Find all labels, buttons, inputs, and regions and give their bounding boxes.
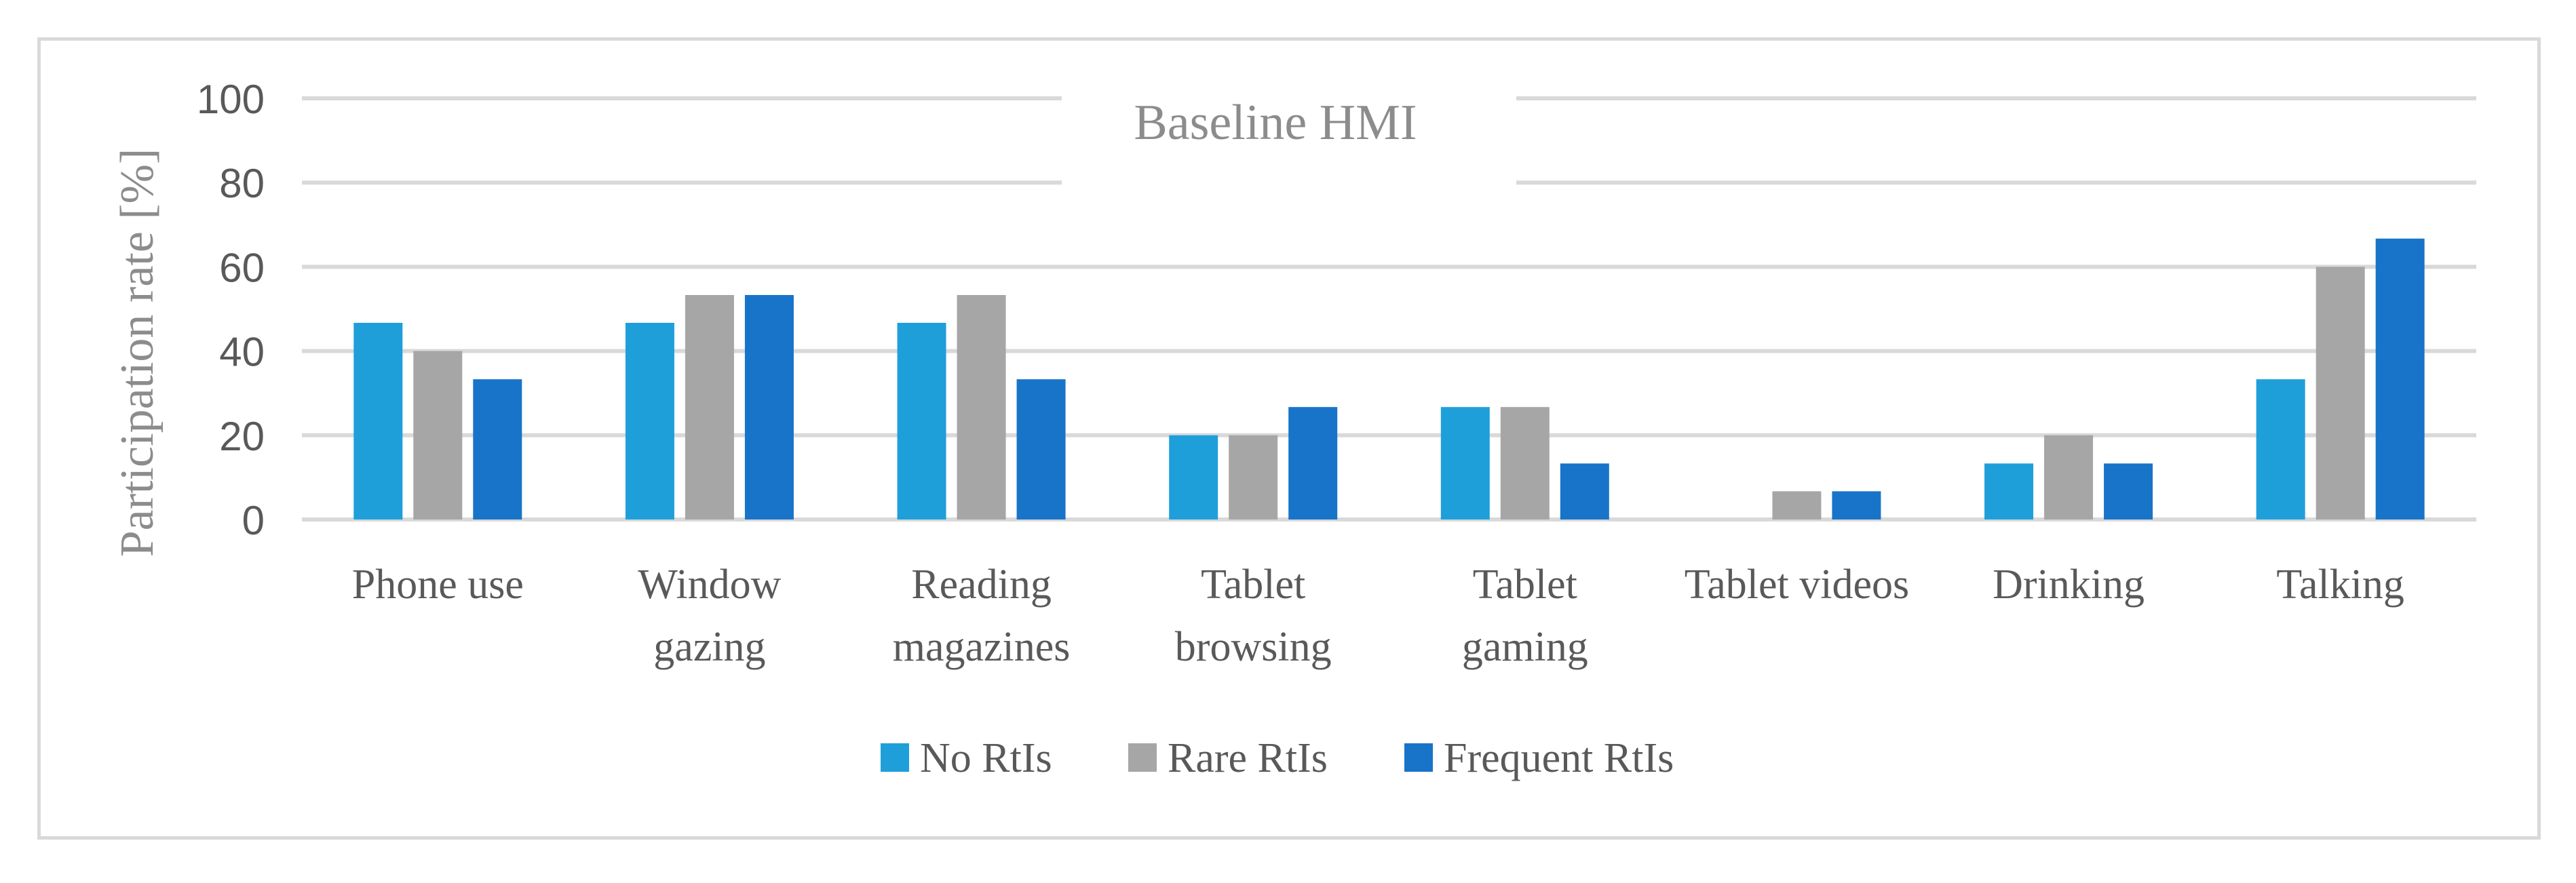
bar — [1832, 491, 1881, 519]
bar — [1560, 463, 1609, 519]
x-tick-label: Phone use — [352, 562, 524, 608]
bar — [2375, 238, 2425, 519]
x-tick-label: Reading — [911, 562, 1052, 608]
x-tick-label: magazines — [893, 624, 1071, 670]
bar — [413, 351, 463, 519]
bar — [2104, 463, 2153, 519]
bar — [744, 295, 794, 519]
bar — [1169, 435, 1218, 519]
y-axis-ticks: 0 20 40 60 80 100 — [197, 77, 265, 543]
bar — [1440, 407, 1490, 519]
bar — [473, 379, 522, 519]
y-tick-label: 100 — [197, 77, 265, 122]
x-tick-label: gaming — [1462, 624, 1588, 670]
bar — [1288, 407, 1338, 519]
bar — [897, 322, 946, 519]
bar — [625, 322, 674, 519]
x-tick-label: Talking — [2276, 562, 2404, 608]
chart-title: Baseline HMI — [1134, 95, 1417, 151]
legend-swatch — [1404, 743, 1433, 772]
bar — [2315, 267, 2365, 519]
bar — [2044, 435, 2094, 519]
x-tick-label: browsing — [1175, 624, 1332, 670]
x-tick-label: Tablet — [1201, 562, 1305, 608]
x-tick-label: Window — [638, 562, 781, 608]
x-tick-label: gazing — [653, 624, 765, 670]
bar — [1772, 491, 1822, 519]
chart-title-background — [1062, 80, 1516, 185]
bar — [685, 295, 734, 519]
x-tick-label: Tablet videos — [1685, 562, 1909, 608]
bar — [353, 322, 403, 519]
y-tick-label: 60 — [219, 245, 265, 290]
x-tick-label: Tablet — [1473, 562, 1577, 608]
legend-swatch — [1128, 743, 1157, 772]
bars — [353, 238, 2425, 519]
bar — [1016, 379, 1066, 519]
bar — [1500, 407, 1550, 519]
legend-swatch — [881, 743, 909, 772]
y-tick-label: 80 — [219, 161, 265, 206]
bar — [1984, 463, 2034, 519]
y-tick-label: 0 — [242, 498, 265, 543]
y-axis-label: Participation rate [%] — [111, 149, 164, 557]
bar — [1229, 435, 1278, 519]
y-tick-label: 40 — [219, 330, 265, 375]
y-tick-label: 20 — [219, 414, 265, 459]
bar — [2256, 379, 2305, 519]
x-tick-label: Drinking — [1993, 562, 2145, 608]
legend-label: Rare RtIs — [1168, 735, 1328, 781]
legend: No RtIs Rare RtIs Frequent RtIs — [881, 735, 1674, 781]
legend-label: No RtIs — [920, 735, 1052, 781]
x-axis-ticks: Phone use Window gazing Reading magazines Tab… — [352, 562, 2404, 670]
legend-label: Frequent RtIs — [1444, 735, 1674, 781]
bar — [957, 295, 1006, 519]
